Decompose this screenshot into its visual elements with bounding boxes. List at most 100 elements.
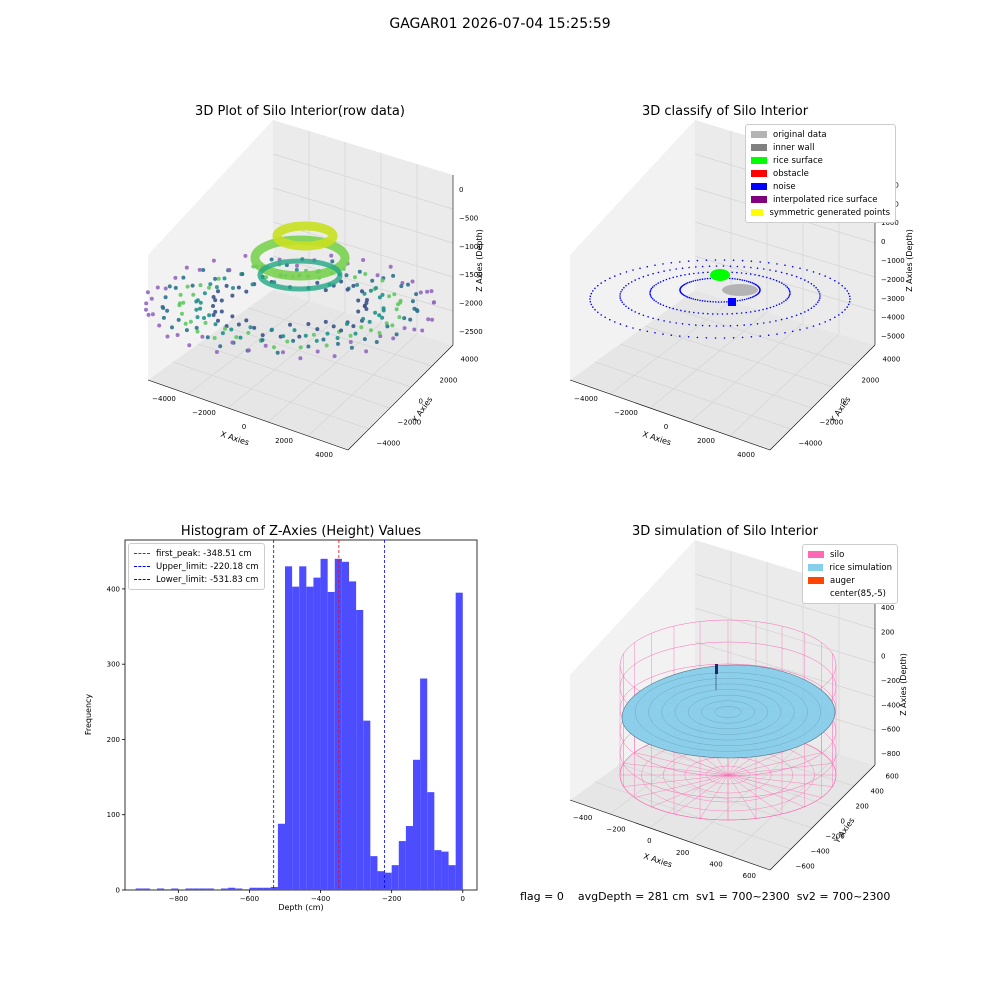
plot2-noise-point [594, 287, 596, 290]
plot4-xtick: 200 [676, 849, 689, 857]
plot1-point [161, 315, 166, 320]
plot2-noise-point [838, 314, 840, 316]
plot1-grid [247, 307, 433, 367]
hist-bar [363, 720, 371, 890]
plot2-noise-point [740, 272, 743, 274]
plot2-noise-point [663, 320, 665, 322]
plot2-noise-point [739, 278, 741, 281]
plot1-point [367, 319, 372, 324]
plot2-noise-point [762, 308, 764, 311]
plot1-point [329, 253, 334, 258]
plot2-noise-point [789, 293, 791, 296]
plot2-noise-point [680, 274, 682, 277]
hist-bar [270, 886, 278, 890]
plot1-point [145, 290, 150, 295]
plot1-point [198, 300, 203, 305]
plot1-point [361, 316, 366, 321]
plot2-noise-point [646, 265, 649, 268]
plot2-noise-point [815, 303, 817, 306]
plot2-noise-point [682, 284, 685, 286]
plot1-point [264, 275, 269, 280]
plot4-ztick: 200 [881, 628, 894, 636]
plot2-noise-point [654, 264, 656, 267]
silo-radial [623, 763, 729, 776]
plot2-noise-point [806, 327, 808, 329]
plot2-noise-point [697, 312, 700, 314]
hist-ytick-label: 0 [116, 887, 120, 895]
plot1-point [252, 325, 257, 330]
plot2-noise-point [750, 260, 753, 263]
plot2-noise-point [625, 325, 628, 327]
silo-radial [727, 774, 783, 815]
plot2-noise-point [619, 295, 621, 297]
plot2-noise-point [755, 294, 758, 296]
plot1-point [380, 315, 385, 320]
rice-simulation-surface [621, 664, 836, 759]
plot2-noise-point [791, 330, 794, 333]
plot1-point [165, 334, 170, 339]
plot1-point [291, 338, 296, 343]
plot2-noise-point [817, 301, 819, 304]
plot2-noise-point [824, 275, 826, 277]
plot1-point [270, 327, 274, 332]
hist-bar [320, 558, 328, 890]
plot2-noise-point [746, 298, 748, 300]
plot2-noise-point [663, 270, 665, 272]
plot2-noise-point [785, 285, 787, 287]
plot1-point [207, 313, 212, 318]
plot1-grid [197, 343, 391, 409]
hist-bar [441, 851, 449, 890]
plot1-point [208, 282, 213, 287]
legend-label: symmetric generated points [769, 207, 890, 218]
plot4-grid [619, 763, 813, 829]
plot1-point [214, 285, 219, 290]
plot1-point [356, 298, 361, 303]
plot2-noise-point [589, 298, 591, 300]
plot1-point [263, 343, 268, 348]
plot1-grid [227, 311, 346, 409]
plot1-point [330, 259, 335, 264]
plot2-noise-point [705, 259, 708, 262]
plot1-point [184, 265, 189, 270]
plot2-noise-point [627, 307, 630, 310]
plot2-noise-point [783, 300, 785, 303]
legend-label: rice surface [773, 155, 823, 166]
plot2-noise-point [762, 275, 764, 278]
plot4-ytick: 400 [871, 788, 884, 796]
plot4-ztick: −800 [881, 750, 900, 758]
plot2-noise-point [786, 298, 789, 300]
hist-bar [292, 586, 300, 890]
plot1-point [399, 284, 404, 289]
plot2-noise-point [784, 264, 786, 267]
plot4-ztick: −600 [881, 726, 900, 734]
plot2-noise-point [672, 307, 674, 310]
plot2-noise-point [688, 281, 691, 284]
plot2-xtick: 4000 [737, 451, 755, 459]
plot1-point [281, 350, 285, 355]
hist-bar [313, 577, 321, 890]
plot4-grid [729, 753, 840, 857]
plot2-noise-point [754, 274, 756, 276]
hist-bar [384, 872, 392, 890]
plot1-point [211, 313, 216, 317]
plot2-noise-point [743, 298, 746, 301]
plot1-xtick: 0 [242, 423, 246, 431]
plot2-noise-point [649, 289, 652, 291]
plot4-ytick: −400 [811, 848, 830, 856]
plot1-point [345, 287, 350, 292]
plot1-point [205, 335, 210, 340]
silo-radial [651, 774, 729, 808]
hist-bar [306, 586, 314, 890]
plot1-point [184, 328, 189, 333]
plot2-noise-point [701, 278, 704, 281]
plot2-noise-point [716, 313, 719, 315]
plot2-noise-point [690, 297, 692, 300]
plot2-noise-point [619, 323, 622, 325]
plot4-grid [694, 607, 876, 664]
plot2-grid [644, 325, 834, 388]
hist-bar [199, 888, 207, 890]
plot2-noise-point [690, 280, 692, 283]
plot1-point [306, 322, 311, 326]
plot2-noise-point [685, 282, 687, 285]
